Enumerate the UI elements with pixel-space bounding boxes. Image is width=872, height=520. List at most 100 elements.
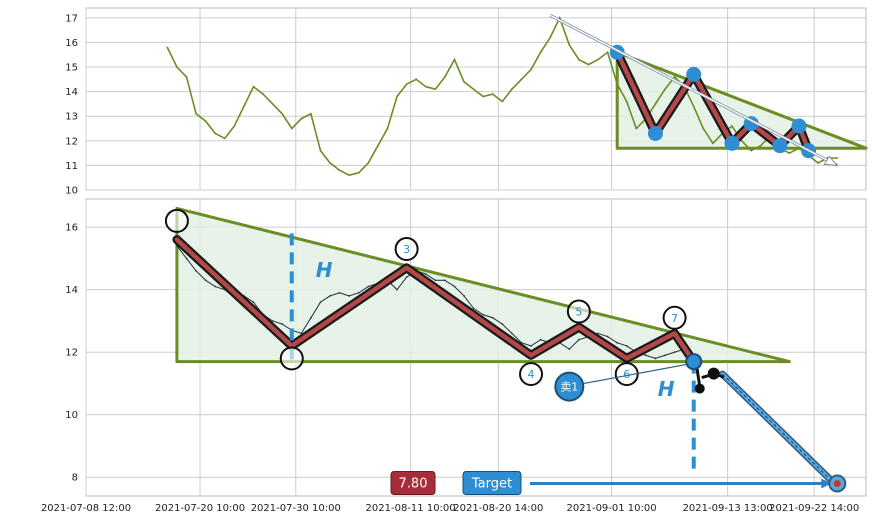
price-point (223, 137, 226, 140)
price-point (396, 95, 398, 98)
price-point (396, 288, 398, 291)
price-point (530, 345, 532, 347)
price-point (319, 149, 322, 152)
price-point (329, 295, 331, 297)
target-badge (462, 470, 522, 495)
price-point (434, 279, 437, 282)
price-point (214, 132, 217, 135)
price-point (597, 58, 599, 61)
price-point (625, 100, 628, 103)
price-point (539, 338, 542, 341)
price-point (300, 117, 303, 120)
y-tick-label: 8 (72, 473, 78, 484)
price-point (472, 307, 475, 310)
price-point (271, 103, 274, 105)
price-point (711, 142, 714, 145)
price-point (587, 63, 590, 66)
price-point (424, 273, 427, 275)
bottom-pattern-panel: 8 10 12 14 16 2021-07-08 12:00 2021-07-20 10:0… (41, 198, 867, 514)
y-tick-label: 12 (65, 348, 78, 359)
price-point (692, 105, 695, 108)
price-point (310, 316, 312, 319)
pivot-circle (279, 346, 304, 371)
price-point (262, 93, 264, 95)
price-point (759, 144, 762, 147)
plot-frame (85, 7, 867, 191)
price-point (443, 279, 446, 282)
price-point (166, 46, 169, 49)
price-point (635, 127, 638, 130)
sell-marker-label: 卖1 (560, 381, 578, 394)
price-point (348, 295, 351, 297)
price-point (348, 174, 351, 177)
pivot-dot (647, 125, 663, 141)
x-tick-label: 2021-09-01 10:00 (567, 503, 657, 514)
pivot-label: 3 (403, 243, 410, 256)
price-point (673, 351, 676, 354)
price-point (271, 320, 274, 322)
price-point (329, 162, 331, 164)
price-point (644, 354, 647, 357)
x-tick-label: 2021-07-20 10:00 (155, 503, 245, 514)
y-tick-label: 17 (65, 13, 78, 24)
sell-marker (554, 371, 585, 402)
sell-connector (583, 363, 686, 385)
price-point (836, 157, 839, 159)
price-point (185, 257, 188, 260)
x-tick-label: 2021-08-11 10:00 (366, 503, 456, 514)
breakout-knob (694, 383, 705, 394)
price-point (798, 147, 800, 150)
x-tick-label: 2021-07-08 12:00 (41, 503, 131, 514)
price-point (453, 58, 456, 61)
target-label: Target (471, 476, 512, 491)
breakout-point (685, 353, 703, 371)
price-point (702, 127, 705, 130)
price-point (367, 162, 370, 164)
price-point (310, 112, 312, 115)
price-point (214, 285, 217, 288)
price-point (338, 291, 341, 294)
price-point (338, 169, 341, 172)
price-point (664, 354, 666, 357)
price-point (367, 285, 370, 288)
price-point (577, 58, 580, 61)
target-point-core (833, 479, 841, 487)
y-tick-label: 14 (65, 87, 78, 98)
price-point (377, 144, 379, 147)
price-point (788, 152, 791, 155)
price-point (510, 332, 513, 335)
pivot-dot (791, 118, 807, 134)
pivot-circle (164, 208, 189, 233)
x-tick-label: 2021-09-13 13:00 (683, 503, 773, 514)
price-point (510, 88, 513, 91)
height-label: H (658, 377, 675, 401)
pivot-label: 5 (575, 306, 582, 319)
y-tick-label: 10 (65, 410, 78, 421)
price-point (204, 120, 207, 123)
price-point (750, 149, 753, 152)
price-point (817, 162, 820, 164)
price-point (501, 100, 504, 103)
price-point (405, 276, 408, 279)
price-point (357, 171, 360, 174)
price-point (243, 105, 245, 108)
price-point (577, 338, 580, 341)
zigzag-line (174, 237, 696, 364)
price-point (568, 348, 571, 350)
y-tick-label: 16 (65, 223, 78, 234)
price-point (463, 80, 465, 83)
price-point (520, 78, 523, 81)
price-point (176, 66, 178, 68)
price-point (434, 88, 437, 91)
price-point (252, 85, 255, 88)
price-point (453, 285, 456, 288)
y-tick-label: 11 (65, 161, 78, 172)
price-point (386, 127, 389, 130)
price-point (195, 112, 197, 115)
price-point (606, 51, 609, 54)
price-point (654, 103, 657, 105)
price-point (654, 357, 657, 360)
price-point (415, 78, 418, 81)
price-point (539, 51, 542, 54)
